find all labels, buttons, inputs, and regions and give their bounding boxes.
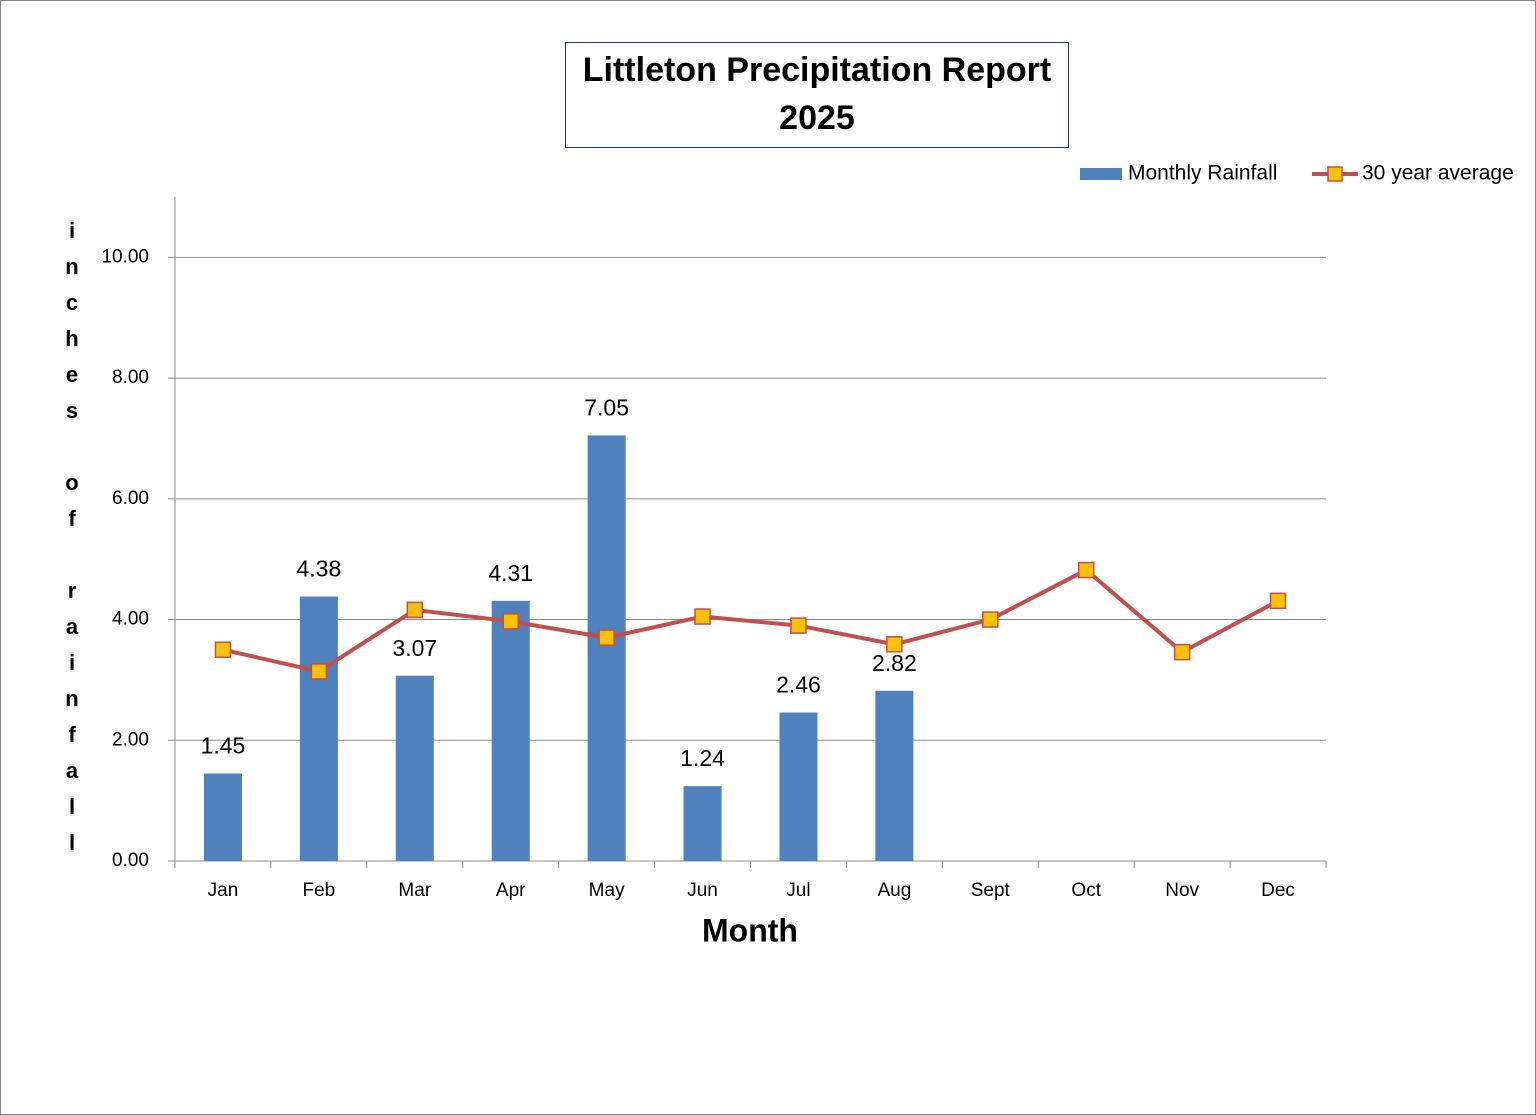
x-tick-label: Apr (496, 880, 526, 901)
y-axis-label: inches of rainfall (60, 218, 85, 866)
marker (886, 636, 903, 653)
legend-swatch (1080, 168, 1122, 180)
bar (683, 786, 722, 861)
marker (982, 611, 999, 628)
x-tick-label: Aug (877, 880, 911, 901)
y-tick-label: 8.00 (112, 367, 149, 388)
y-tick-label: 10.00 (101, 246, 149, 267)
y-tick-label: 6.00 (112, 488, 149, 509)
x-tick-label: Jun (687, 880, 718, 901)
bar (779, 712, 818, 861)
x-tick-label: May (589, 880, 625, 901)
x-tick-label: Sept (971, 880, 1011, 901)
marker (1173, 643, 1191, 661)
x-tick-label: Feb (303, 880, 336, 901)
marker (406, 601, 424, 619)
marker (310, 663, 328, 680)
data-label: 1.45 (201, 733, 246, 759)
marker (694, 608, 711, 625)
bar (491, 600, 530, 861)
data-label: 4.38 (296, 556, 341, 582)
data-label: 1.24 (680, 745, 725, 771)
x-tick-label: Mar (398, 880, 431, 901)
data-label: 4.31 (488, 560, 533, 586)
bar (875, 690, 914, 861)
marker (1269, 592, 1287, 610)
data-label: 7.05 (584, 395, 629, 421)
marker (214, 641, 232, 658)
y-tick-label: 2.00 (112, 729, 149, 750)
y-tick-label: 4.00 (112, 609, 149, 630)
x-tick-label: Jan (208, 880, 239, 901)
bar (203, 773, 242, 861)
marker (1077, 561, 1095, 579)
y-tick-label: 0.00 (112, 850, 149, 871)
line (222, 567, 1279, 674)
marker (790, 617, 807, 634)
bar (395, 675, 434, 861)
marker (598, 629, 615, 646)
x-tick-label: Nov (1165, 880, 1199, 901)
title-box (565, 42, 1069, 148)
x-tick-label: Dec (1261, 880, 1295, 901)
legend-swatch (1327, 166, 1343, 182)
legend-label: 30 year average (1362, 162, 1514, 185)
bar (299, 596, 338, 861)
chart-title: Littleton Precipitation Report (583, 51, 1051, 89)
marker (502, 613, 519, 630)
x-tick-label: Oct (1071, 880, 1101, 901)
legend-label: Monthly Rainfall (1128, 162, 1277, 185)
data-label: 2.46 (776, 672, 821, 698)
chart-title: 2025 (779, 99, 855, 137)
x-tick-label: Jul (786, 880, 810, 901)
data-label: 3.07 (392, 635, 437, 661)
bar (587, 435, 626, 861)
data-label: 2.82 (872, 650, 917, 676)
x-axis-label: Month (702, 912, 798, 948)
